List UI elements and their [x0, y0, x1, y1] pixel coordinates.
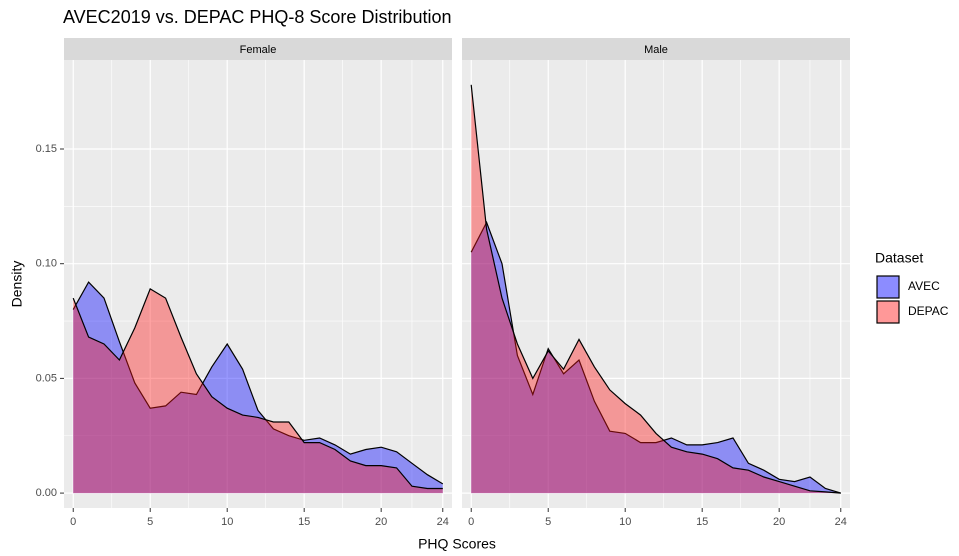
x-tick-label: 5 [147, 516, 153, 528]
facet-label: Female [240, 44, 277, 56]
y-tick-label: 0.05 [36, 372, 57, 384]
density-line [72, 281, 444, 485]
legend-key-bg [875, 275, 900, 299]
panel-background [64, 60, 452, 508]
x-tick-label: 24 [437, 516, 449, 528]
density-line [470, 220, 841, 494]
y-tick-label: 0.00 [36, 487, 57, 499]
facet-label: Male [644, 44, 668, 56]
x-tick-label: 24 [835, 516, 847, 528]
density-line [470, 84, 841, 494]
x-tick-label: 10 [619, 516, 631, 528]
legend-key [876, 275, 900, 299]
x-axis-label: PHQ Scores [418, 536, 496, 552]
y-tick-label: 0.15 [36, 143, 57, 155]
facet-strip [462, 38, 850, 60]
density-area [471, 84, 841, 494]
y-axis-label: Density [9, 261, 25, 308]
density-area [471, 222, 841, 494]
x-tick-label: 20 [773, 516, 785, 528]
legend-label: AVEC [908, 279, 940, 293]
x-tick-label: 10 [221, 516, 233, 528]
legend-title: Dataset [875, 250, 923, 266]
density-line [72, 288, 443, 490]
facet-strip [64, 38, 452, 60]
legend-key [876, 300, 900, 324]
y-tick-label: 0.10 [36, 258, 57, 270]
x-tick-label: 5 [545, 516, 551, 528]
x-tick-label: 20 [375, 516, 387, 528]
legend-key-bg [875, 300, 900, 324]
x-tick-label: 15 [298, 516, 310, 528]
x-tick-label: 15 [696, 516, 708, 528]
legend-label: DEPAC [908, 304, 949, 318]
chart-title: AVEC2019 vs. DEPAC PHQ-8 Score Distribut… [63, 7, 451, 27]
density-area [73, 288, 443, 494]
x-tick-label: 0 [468, 516, 474, 528]
density-area [73, 282, 443, 494]
x-tick-label: 0 [70, 516, 76, 528]
